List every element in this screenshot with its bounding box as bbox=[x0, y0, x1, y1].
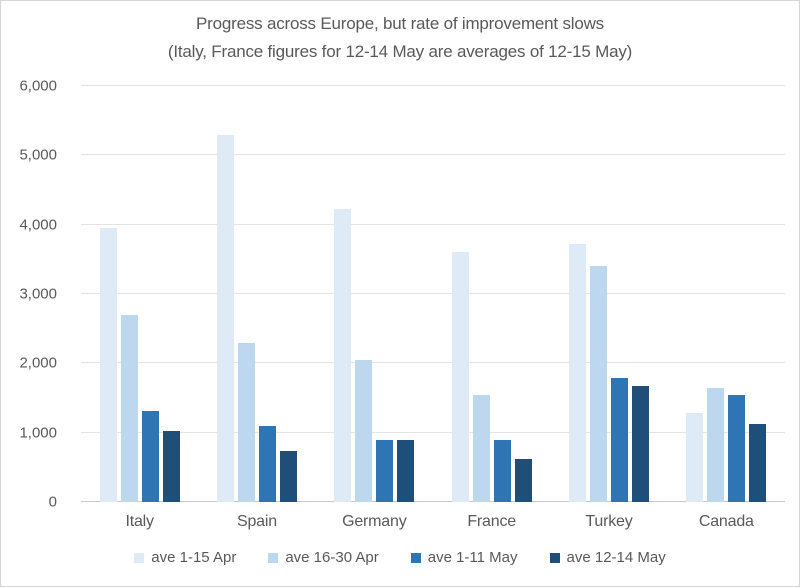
y-tick-label: 3,000 bbox=[19, 285, 57, 303]
gridline bbox=[81, 431, 785, 433]
legend-swatch-icon bbox=[549, 552, 560, 563]
bar bbox=[493, 439, 511, 502]
legend-swatch-icon bbox=[410, 552, 421, 563]
x-axis-labels: Italy Spain Germany France Turkey Canada bbox=[81, 513, 785, 531]
y-axis: 0 1,000 2,000 3,000 4,000 5,000 6,000 bbox=[1, 78, 69, 511]
y-tick-label: 1,000 bbox=[19, 424, 57, 442]
bar-group bbox=[550, 86, 667, 502]
bar bbox=[707, 387, 725, 502]
gridline bbox=[81, 154, 785, 156]
chart-subtitle: (Italy, France figures for 12-14 May are… bbox=[167, 42, 633, 61]
legend-label: ave 16-30 Apr bbox=[285, 549, 379, 566]
gridline bbox=[81, 501, 785, 502]
bar bbox=[141, 411, 159, 502]
legend-label: ave 1-11 May bbox=[427, 549, 518, 566]
y-tick-label: 0 bbox=[48, 493, 57, 511]
bar bbox=[514, 459, 532, 502]
bar-group bbox=[316, 86, 433, 502]
legend-item: ave 12-14 May bbox=[549, 549, 666, 566]
x-axis-label: Spain bbox=[237, 513, 277, 530]
bar bbox=[686, 413, 704, 502]
legend-item: ave 1-11 May bbox=[410, 549, 518, 566]
gridline bbox=[81, 293, 785, 294]
bar bbox=[749, 424, 767, 502]
y-tick-label: 2,000 bbox=[19, 354, 57, 372]
bar-groups bbox=[81, 86, 785, 502]
bar-group bbox=[198, 86, 315, 502]
legend: ave 1-15 Apr ave 16-30 Apr ave 1-11 May ave… bbox=[1, 549, 799, 566]
bar bbox=[237, 343, 255, 502]
bar-group bbox=[81, 86, 198, 502]
legend-swatch-icon bbox=[134, 552, 145, 563]
gridline bbox=[81, 362, 785, 364]
bar bbox=[120, 314, 138, 502]
x-axis-label: Canada bbox=[698, 513, 754, 530]
y-tick-label: 5,000 bbox=[19, 146, 57, 164]
bar bbox=[355, 359, 373, 502]
bar bbox=[568, 244, 586, 502]
y-tick-label: 4,000 bbox=[19, 216, 57, 234]
bar bbox=[397, 440, 415, 502]
legend-label: ave 1-15 Apr bbox=[151, 549, 237, 566]
chart-title: Progress across Europe, but rate of impr… bbox=[196, 14, 604, 33]
bar-group bbox=[668, 86, 785, 502]
bar bbox=[279, 451, 297, 502]
x-axis-label: Turkey bbox=[585, 513, 633, 530]
bar bbox=[728, 394, 746, 502]
bar bbox=[610, 377, 628, 502]
bar bbox=[216, 134, 234, 502]
plot-area bbox=[81, 85, 785, 502]
legend-label: ave 12-14 May bbox=[566, 549, 666, 566]
bar bbox=[258, 426, 276, 502]
bar bbox=[451, 252, 469, 502]
title-block: Progress across Europe, but rate of impr… bbox=[1, 10, 799, 66]
legend-swatch-icon bbox=[268, 552, 279, 563]
x-axis-label: Germany bbox=[342, 513, 407, 530]
bar bbox=[162, 431, 180, 502]
x-axis-label: France bbox=[467, 513, 516, 530]
bar-group bbox=[433, 86, 550, 502]
gridline bbox=[81, 85, 785, 86]
bar bbox=[99, 228, 117, 502]
bar bbox=[376, 440, 394, 502]
bar bbox=[334, 209, 352, 502]
bar bbox=[472, 394, 490, 502]
legend-item: ave 16-30 Apr bbox=[268, 549, 379, 566]
legend-item: ave 1-15 Apr bbox=[134, 549, 236, 566]
x-axis-label: Italy bbox=[125, 513, 154, 530]
bar bbox=[589, 266, 607, 502]
bar bbox=[631, 386, 649, 502]
y-tick-label: 6,000 bbox=[19, 77, 57, 95]
gridline bbox=[81, 223, 785, 225]
